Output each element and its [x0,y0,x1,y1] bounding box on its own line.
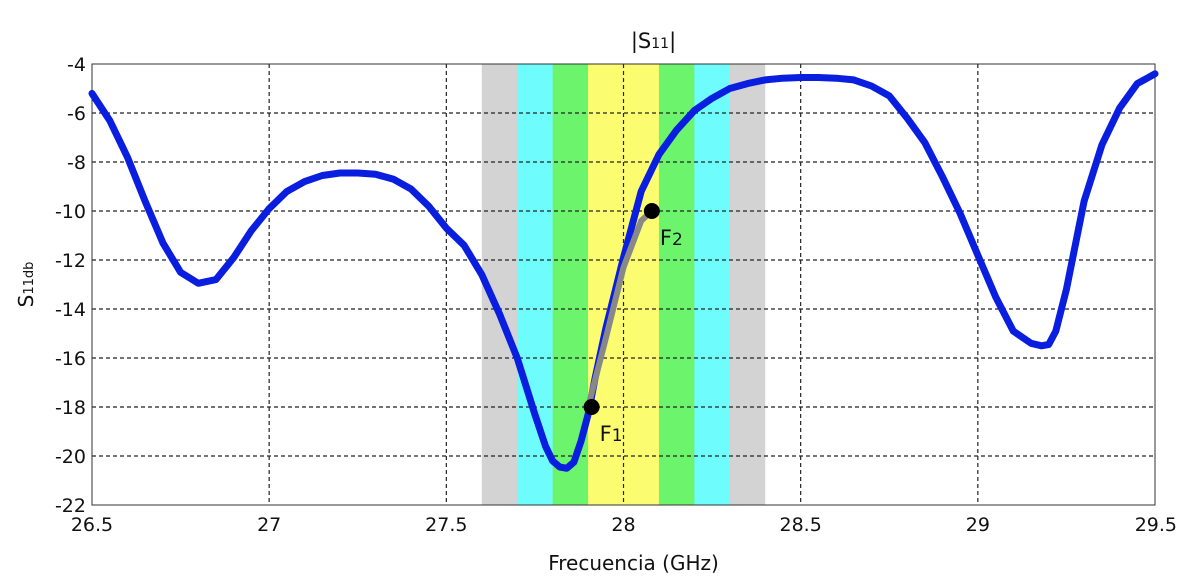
y-tick-label: -6 [67,103,86,125]
y-tick-label: -16 [55,348,86,370]
y-tick-label: -20 [55,446,86,468]
y-tick-label: -22 [55,495,86,517]
x-tick-label: 28.5 [780,514,822,536]
marker-point-2 [643,203,660,219]
series-line-2 [585,208,655,410]
y-tick-label: -18 [55,397,86,419]
marker-point-1 [583,399,600,415]
y-tick-label: -4 [67,54,86,76]
y-tick-label: -14 [55,299,86,321]
marker-label-1: F1 [600,422,623,446]
y-tick-label: -10 [55,201,86,223]
x-tick-label: 29 [966,514,990,536]
marker-label-2: F2 [660,226,683,250]
x-tick-label: 27 [257,514,281,536]
x-tick-label: 26.5 [71,514,113,536]
y-tick-label: -8 [67,152,86,174]
x-tick-label: 27.5 [425,514,467,536]
y-tick-label: -12 [55,250,86,272]
plot-frame [91,63,1156,506]
x-axis-title: Frecuencia (GHz) [548,551,719,575]
y-axis-title: S11db [14,262,38,308]
chart-title: |S11| [631,29,676,54]
x-tick-label: 29.5 [1135,514,1177,536]
x-tick-label: 28 [611,514,635,536]
